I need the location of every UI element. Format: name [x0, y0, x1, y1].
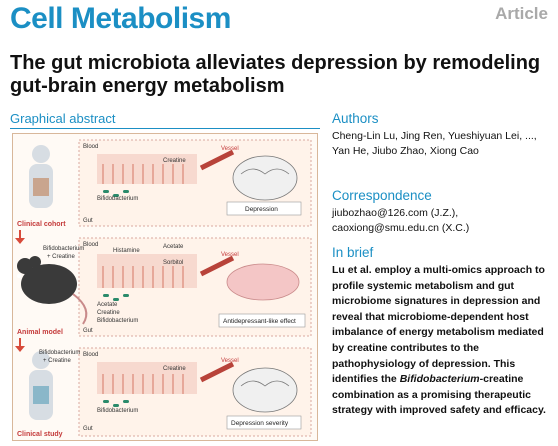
in-brief-text-part1: Lu et al. employ a multi-omics approach …	[332, 264, 545, 386]
gut-label: Gut	[83, 426, 93, 432]
vessel-icon	[199, 149, 235, 383]
in-brief-heading: In brief	[332, 245, 374, 260]
authors-list: Cheng-Lin Lu, Jing Ren, Yueshiyuan Lei, …	[332, 130, 537, 157]
blood-label: Blood	[83, 352, 98, 358]
plus-creatine-label: + Creatine	[47, 254, 76, 260]
stage-animal-model: Animal model	[17, 329, 63, 336]
plus-creatine-label: + Creatine	[43, 358, 72, 364]
in-brief-text-part2: -creatine combination as a promising the…	[332, 373, 546, 417]
journal-name: Cell Metabolism	[10, 2, 231, 35]
correspondence-email-2[interactable]: caoxiong@smu.edu.cn (X.C.)	[332, 222, 470, 234]
gut-label: Gut	[83, 328, 93, 334]
article-title: The gut microbiota alleviates depression…	[10, 52, 541, 97]
vessel-label: Vessel	[221, 358, 239, 364]
sorbitol-label: Sorbitol	[163, 260, 183, 266]
outcome-box	[226, 415, 302, 430]
outcome-box	[226, 201, 302, 216]
gut-label: Gut	[83, 218, 93, 224]
graphical-abstract-heading: Graphical abstract	[10, 111, 116, 126]
bacteria-icon	[103, 190, 129, 407]
correspondence-section: Correspondence jiubozhao@126.com (J.Z.),…	[332, 188, 552, 236]
human-figure-icon	[29, 351, 53, 420]
brain-icon	[232, 155, 298, 413]
in-brief-italic-term: Bifidobacterium	[399, 373, 480, 386]
stage-clinical-study: Clinical study	[17, 431, 63, 438]
human-figure-icon	[29, 145, 53, 208]
bifidobacterium-label: Bifidobacterium	[97, 196, 138, 202]
outcome-antidepressant: Antidepressant-like effect	[223, 318, 296, 325]
blood-label: Blood	[83, 242, 98, 248]
outcome-box	[218, 313, 306, 328]
in-brief-text: Lu et al. employ a multi-omics approach …	[332, 263, 552, 419]
correspondence-email-1[interactable]: jiubozhao@126.com (J.Z.),	[332, 207, 459, 219]
section-rule	[10, 128, 320, 129]
bifidobacterium-label: Bifidobacterium	[97, 408, 138, 414]
histamine-label: Histamine	[113, 248, 140, 254]
mouse-brain-icon	[226, 263, 300, 301]
bifidobacterium-label: Bifidobacterium	[97, 318, 138, 324]
stage-clinical-cohort: Clinical cohort	[17, 221, 66, 228]
graphical-abstract-figure: Blood Creatine Vessel Bifidobacterium Gu…	[12, 133, 318, 441]
bifidobacterium-label: Bifidobacterium	[43, 246, 84, 252]
blood-label: Blood	[83, 144, 98, 150]
vessel-label: Vessel	[221, 252, 239, 258]
bifidobacterium-label: Bifidobacterium	[39, 350, 80, 356]
mouse-icon	[17, 256, 88, 325]
acetate-label: Acetate	[163, 244, 184, 250]
authors-section: Authors Cheng-Lin Lu, Jing Ren, Yueshiyu…	[332, 111, 552, 159]
in-brief-section: In brief Lu et al. employ a multi-omics …	[332, 245, 552, 419]
graphical-abstract-illustration: Blood Creatine Vessel Bifidobacterium Gu…	[15, 139, 312, 438]
authors-heading: Authors	[332, 111, 379, 126]
correspondence-heading: Correspondence	[332, 188, 432, 203]
creatine-label: Creatine	[97, 310, 120, 316]
outcome-depression: Depression	[245, 206, 278, 213]
creatine-label: Creatine	[163, 158, 186, 164]
outcome-depression-severity: Depression severity	[231, 420, 289, 427]
article-type-label: Article	[495, 4, 548, 23]
vessel-label: Vessel	[221, 146, 239, 152]
creatine-label: Creatine	[163, 366, 186, 372]
stage-arrow-icon	[15, 230, 25, 352]
acetate-label: Acetate	[97, 302, 118, 308]
